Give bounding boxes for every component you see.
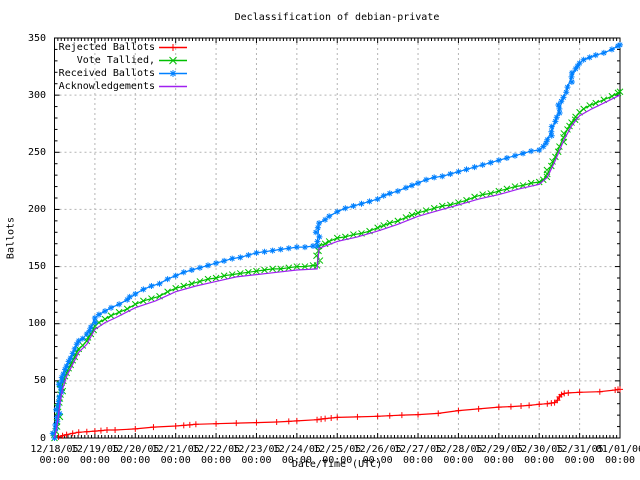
- x-tick-date: 12/22/05: [191, 444, 241, 455]
- y-tick-label: 100: [27, 318, 46, 330]
- x-tick-date: 12/31/05: [555, 444, 604, 455]
- x-tick-date: 12/21/05: [151, 444, 200, 455]
- x-tick-label: 01/01/06 00:00: [596, 444, 640, 466]
- x-tick-time: 00:00: [79, 455, 110, 466]
- y-tick-label: 200: [27, 203, 46, 215]
- x-tick-label: 12/21/05 00:00: [152, 444, 200, 466]
- legend-entry: Vote Tallied,: [76, 55, 155, 66]
- y-tick-label: 50: [33, 375, 46, 387]
- x-tick-label: 12/25/05 00:00: [313, 444, 361, 466]
- plot-border: [54, 37, 621, 439]
- y-tick-label: 250: [27, 146, 46, 158]
- y-tick-label: 0: [39, 432, 46, 444]
- x-tick-date: 12/20/05: [111, 444, 160, 455]
- x-tick-time: 00:00: [120, 455, 151, 466]
- y-tick-label: 150: [27, 261, 46, 273]
- legend-sample-marker: [169, 70, 177, 77]
- legend: Rejected Ballots Vote Tallied, Received Ba…: [0, 41, 155, 93]
- x-tick-label: 12/26/05 00:00: [354, 444, 402, 466]
- chart-title: Declassification of debian-private: [234, 12, 440, 23]
- x-tick-date: 12/30/05: [515, 444, 564, 455]
- x-tick-time: 00:00: [604, 455, 636, 466]
- x-tick-label: 12/22/05 00:00: [192, 444, 240, 466]
- x-tick-time: 00:00: [564, 455, 595, 466]
- x-tick-time: 00:00: [39, 455, 70, 466]
- y-tick-label: 350: [27, 32, 46, 44]
- x-tick-time: 00:00: [402, 455, 434, 466]
- x-tick-label: 12/31/05 00:00: [556, 444, 604, 466]
- x-axis-label: Date/Time (UTC): [291, 459, 383, 470]
- x-tick-label: 12/18/05 00:00: [30, 444, 78, 466]
- x-tick-label: 12/20/05 00:00: [111, 444, 159, 466]
- x-tick-label: 12/29/05 00:00: [475, 444, 523, 466]
- x-tick-time: 00:00: [160, 455, 191, 466]
- legend-entry: Rejected Ballots: [58, 42, 155, 53]
- legend-sample-marker: [169, 44, 177, 51]
- x-tick-date: 12/29/05: [474, 444, 523, 455]
- x-tick-time: 00:00: [241, 455, 272, 466]
- y-tick-label: 300: [27, 89, 46, 101]
- x-tick-label: 12/24/05 00:00: [273, 444, 321, 466]
- x-tick-label: 12/23/05 00:00: [232, 444, 280, 466]
- x-tick-time: 00:00: [483, 455, 514, 466]
- x-tick-date: 12/18/05: [30, 444, 79, 455]
- y-axis-label: Ballots: [5, 216, 17, 260]
- x-tick-time: 00:00: [524, 455, 555, 466]
- x-tick-label: 12/19/05 00:00: [71, 444, 119, 466]
- x-tick-date: 12/23/05: [232, 444, 281, 455]
- legend-sample-marker: [169, 56, 177, 65]
- x-tick-label: 12/28/05 00:00: [434, 444, 482, 466]
- x-tick-date: 12/26/05: [353, 444, 402, 455]
- x-tick-time: 00:00: [322, 455, 353, 466]
- x-tick-date: 12/19/05: [70, 444, 119, 455]
- legend-entry: Acknowledgements: [58, 81, 155, 92]
- x-tick-date: 12/25/05: [313, 444, 362, 455]
- x-tick-time: 00:00: [201, 455, 232, 466]
- x-tick-date: 12/28/05: [434, 444, 483, 455]
- legend-entry: Received Ballots: [58, 68, 155, 79]
- series-line: [53, 94, 621, 439]
- x-tick-date: 12/24/05: [272, 444, 321, 455]
- x-tick-time: 00:00: [443, 455, 474, 466]
- x-tick-label: 12/30/05 00:00: [515, 444, 563, 466]
- x-tick-date: 12/27/05: [393, 444, 443, 455]
- x-tick-time: 00:00: [281, 455, 312, 466]
- x-tick-time: 00:00: [362, 455, 393, 466]
- x-tick-label: 12/27/05 00:00: [394, 444, 442, 466]
- x-tick-date: 01/01/06: [595, 444, 640, 455]
